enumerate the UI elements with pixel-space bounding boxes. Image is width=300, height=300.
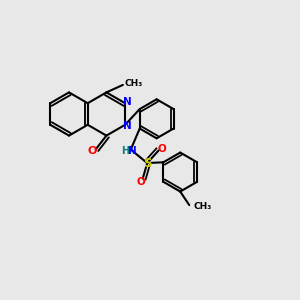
Text: O: O bbox=[157, 144, 166, 154]
Text: CH₃: CH₃ bbox=[124, 79, 143, 88]
Text: N: N bbox=[123, 121, 132, 131]
Text: O: O bbox=[137, 177, 146, 187]
Text: O: O bbox=[88, 146, 97, 156]
Text: CH₃: CH₃ bbox=[194, 202, 212, 211]
Text: N: N bbox=[128, 146, 136, 156]
Text: S: S bbox=[143, 157, 152, 169]
Text: H: H bbox=[121, 146, 129, 156]
Text: N: N bbox=[123, 97, 132, 107]
